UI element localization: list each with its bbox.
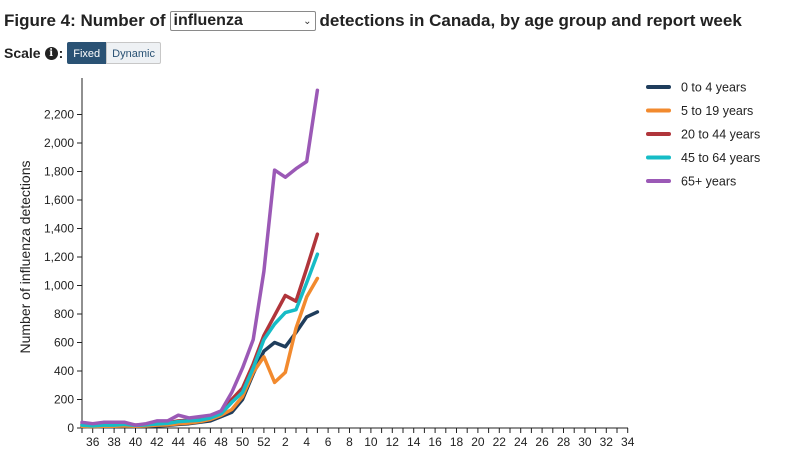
x-tick-label: 32 [600, 435, 614, 449]
series-line [80, 232, 320, 427]
legend-label: 65+ years [681, 175, 736, 189]
title-suffix: detections in Canada, by age group and r… [319, 11, 742, 30]
x-tick-label: 18 [450, 435, 464, 449]
x-tick-label: 10 [364, 435, 378, 449]
series-line [80, 88, 320, 427]
scale-toggle: Fixed Dynamic [67, 42, 161, 64]
legend-label: 5 to 19 years [681, 104, 753, 118]
x-tick-label: 24 [514, 435, 528, 449]
info-circle-icon[interactable]: i [44, 46, 58, 60]
x-tick-label: 36 [86, 435, 100, 449]
chevron-down-icon: ⌄ [303, 15, 312, 27]
x-tick-label: 52 [257, 435, 271, 449]
scale-control: Scale i : Fixed Dynamic [4, 41, 161, 65]
scale-label: Scale [4, 45, 41, 61]
y-tick-label: 200 [54, 393, 74, 407]
y-tick-label: 1,800 [44, 165, 74, 179]
x-tick-label: 48 [214, 435, 228, 449]
scale-fixed-button[interactable]: Fixed [67, 42, 107, 64]
x-tick-label: 46 [193, 435, 207, 449]
legend-label: 45 to 64 years [681, 151, 760, 165]
series-line [80, 252, 320, 428]
x-tick-label: 28 [557, 435, 571, 449]
y-tick-label: 2,200 [44, 108, 74, 122]
x-tick-label: 14 [407, 435, 421, 449]
scale-dynamic-button[interactable]: Dynamic [106, 42, 161, 64]
x-tick-label: 30 [578, 435, 592, 449]
x-tick-label: 22 [493, 435, 507, 449]
x-tick-label: 34 [621, 435, 635, 449]
y-tick-label: 400 [54, 364, 74, 378]
y-tick-label: 800 [54, 307, 74, 321]
x-tick-label: 20 [471, 435, 485, 449]
x-tick-label: 50 [236, 435, 250, 449]
y-tick-label: 1,400 [44, 222, 74, 236]
legend-label: 0 to 4 years [681, 81, 746, 95]
x-tick-label: 42 [150, 435, 164, 449]
legend-label: 20 to 44 years [681, 128, 760, 142]
y-tick-label: 1,000 [44, 279, 74, 293]
x-tick-label: 44 [172, 435, 186, 449]
x-tick-label: 2 [282, 435, 289, 449]
figure-title: Figure 4: Number of influenza ⌄ detectio… [4, 8, 742, 34]
pathogen-select-value: influenza [173, 12, 243, 29]
y-tick-label: 2,000 [44, 136, 74, 150]
title-prefix: Figure 4: Number of [4, 11, 166, 30]
series-line [80, 310, 320, 429]
x-tick-label: 40 [129, 435, 143, 449]
y-axis-label: Number of influenza detections [17, 161, 33, 354]
x-tick-label: 12 [386, 435, 400, 449]
x-tick-label: 26 [535, 435, 549, 449]
y-tick-label: 600 [54, 336, 74, 350]
pathogen-select[interactable]: influenza ⌄ [169, 11, 316, 31]
x-tick-label: 8 [346, 435, 353, 449]
x-tick-label: 38 [107, 435, 121, 449]
y-tick-label: 1,600 [44, 193, 74, 207]
y-tick-label: 1,200 [44, 250, 74, 264]
x-tick-label: 16 [428, 435, 442, 449]
x-tick-label: 6 [325, 435, 332, 449]
x-tick-label: 4 [303, 435, 310, 449]
y-tick-label: 0 [67, 421, 74, 435]
